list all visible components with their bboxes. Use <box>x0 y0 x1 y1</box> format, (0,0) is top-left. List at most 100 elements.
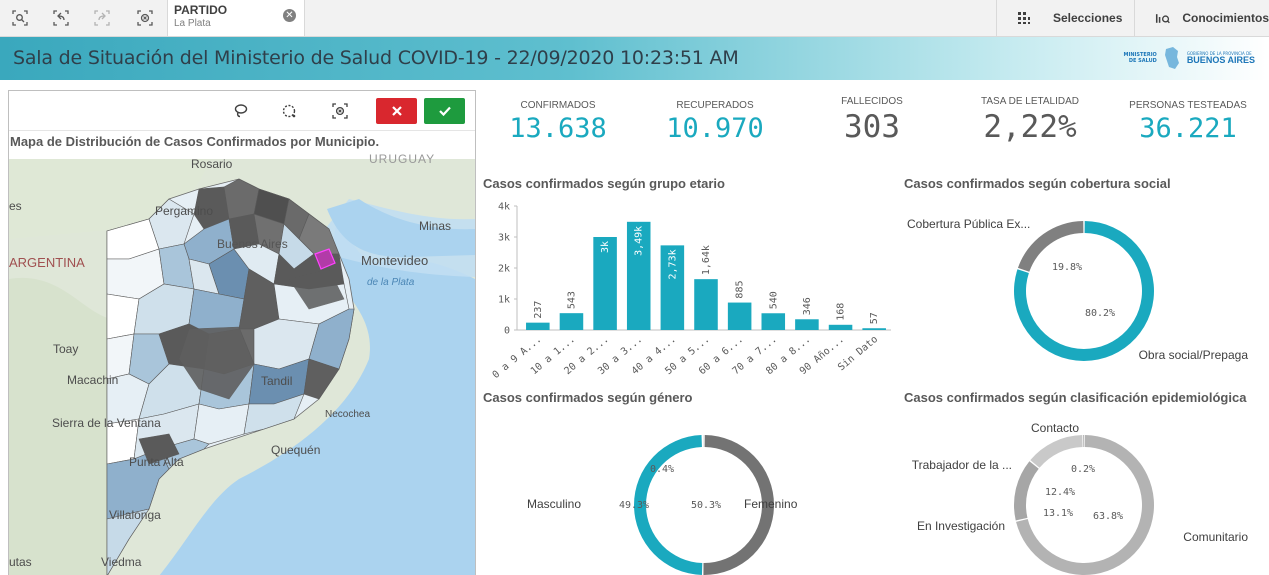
bar[interactable] <box>593 237 617 330</box>
cancel-selection-button[interactable] <box>376 98 417 124</box>
kpi-value: 10.970 <box>666 113 764 144</box>
conocimientos-button[interactable]: Conocimientos <box>1134 0 1269 36</box>
donut-value-label: 63.8% <box>1093 511 1123 522</box>
donut-category-label: Contacto <box>1031 421 1079 435</box>
donut-category-label: Obra social/Prepaga <box>1139 348 1249 362</box>
donut-category-label: Comunitario <box>1183 530 1248 544</box>
donut-value-label: 0.2% <box>1071 464 1095 475</box>
map-label: es <box>9 199 22 213</box>
gender-donut-chart[interactable]: Femenino Masculino 50.3% 49.3% 0.4% <box>483 410 895 575</box>
selecciones-button[interactable]: Selecciones <box>996 0 1134 36</box>
donut-value-label: 50.3% <box>691 500 721 511</box>
map-label: Punta Alta <box>129 455 184 469</box>
map-panel: Mapa de Distribución de Casos Confirmado… <box>8 90 476 575</box>
bar-data-label: 543 <box>566 291 577 309</box>
selecciones-label: Selecciones <box>1053 11 1123 25</box>
gender-chart-title: Casos confirmados según género <box>483 390 693 405</box>
donut-slice[interactable] <box>633 435 703 575</box>
donut-slice[interactable] <box>1014 461 1039 521</box>
bar[interactable] <box>828 324 853 330</box>
bar[interactable] <box>862 328 886 330</box>
map-label: ARGENTINA <box>9 255 85 270</box>
y-tick-label: 1k <box>498 295 510 306</box>
bar[interactable] <box>559 313 584 330</box>
map-label: URUGUAY <box>369 152 436 166</box>
donut-slice[interactable] <box>703 435 775 575</box>
selection-value: La Plata <box>174 18 211 29</box>
map-label: Tandil <box>261 374 293 388</box>
map-canvas <box>9 159 475 575</box>
insights-icon <box>1155 14 1170 24</box>
donut-value-label: 12.4% <box>1045 487 1075 498</box>
bar[interactable] <box>626 221 651 330</box>
circle-select-icon[interactable] <box>279 101 299 121</box>
kpi-label: PERSONAS TESTEADAS <box>1129 100 1247 111</box>
kpi-value: 2,22% <box>983 109 1077 145</box>
clear-selections-icon[interactable] <box>133 7 157 29</box>
map-title: Mapa de Distribución de Casos Confirmado… <box>10 134 380 149</box>
y-tick-label: 4k <box>498 202 510 213</box>
bar[interactable] <box>526 322 550 330</box>
map-label: Buenos Aires <box>217 237 288 251</box>
lasso-icon[interactable] <box>231 101 251 121</box>
bar[interactable] <box>727 302 752 330</box>
map-label: utas <box>9 555 32 569</box>
epi-chart-title: Casos confirmados según clasificación ep… <box>904 390 1247 405</box>
y-tick-label: 3k <box>498 233 510 244</box>
kpi-confirmados: CONFIRMADOS 13.638 <box>483 100 633 144</box>
bar[interactable] <box>795 319 819 330</box>
donut-value-label: 0.4% <box>650 464 674 475</box>
bar-data-label: 3k <box>600 241 611 253</box>
kpi-label: FALLECIDOS <box>841 96 903 107</box>
bar-data-label: 237 <box>533 301 544 319</box>
map-label: Toay <box>53 342 79 356</box>
selection-chip[interactable]: PARTIDO La Plata ✕ <box>167 0 305 36</box>
map-label: Necochea <box>325 409 371 420</box>
map-selection-toolbar <box>9 91 475 131</box>
donut-slice[interactable] <box>1030 435 1083 468</box>
donut-slice[interactable] <box>1017 221 1084 272</box>
donut-value-label: 13.1% <box>1043 508 1073 519</box>
bar[interactable] <box>761 313 786 330</box>
map-label: Rosario <box>191 157 233 171</box>
bar[interactable] <box>694 279 718 330</box>
y-tick-label: 2k <box>498 264 510 275</box>
bar-data-label: 3,49k <box>634 226 645 256</box>
step-back-icon[interactable] <box>49 7 73 29</box>
bar-data-label: 168 <box>836 303 847 321</box>
map-label: Montevideo <box>361 253 429 268</box>
province-map[interactable]: Rosario URUGUAY es Pergamino Buenos Aire… <box>9 152 475 575</box>
donut-value-label: 49.3% <box>619 500 649 511</box>
check-icon <box>438 106 451 117</box>
y-tick-label: 0 <box>504 326 510 337</box>
map-label: Quequén <box>271 443 321 457</box>
kpi-label: TASA DE LETALIDAD <box>981 96 1079 107</box>
age-chart-title: Casos confirmados según grupo etario <box>483 176 725 191</box>
bar-data-label: 540 <box>768 291 779 309</box>
conocimientos-label: Conocimientos <box>1182 11 1269 25</box>
top-toolbar: PARTIDO La Plata ✕ Selecciones Conocimie… <box>0 0 1269 37</box>
map-label: Macachin <box>67 373 119 387</box>
donut-category-label: Trabajador de la ... <box>912 458 1012 472</box>
kpi-value: 36.221 <box>1139 113 1237 144</box>
step-forward-icon[interactable] <box>90 7 114 29</box>
bar-data-label: 346 <box>802 297 813 315</box>
title-bar: Sala de Situación del Ministerio de Salu… <box>0 37 1269 80</box>
donut-category-label: En Investigación <box>917 519 1005 533</box>
bar-data-label: 1,64k <box>701 245 712 275</box>
smart-search-icon[interactable] <box>8 7 32 29</box>
donut-category-label: Masculino <box>527 497 581 511</box>
clear-map-selection-icon[interactable] <box>330 101 350 121</box>
confirm-selection-button[interactable] <box>424 98 465 124</box>
kpi-value: 303 <box>844 109 900 145</box>
coverage-chart-title: Casos confirmados según cobertura social <box>904 176 1171 191</box>
close-icon[interactable]: ✕ <box>283 9 296 22</box>
epi-donut-chart[interactable]: Comunitario En Investigación Trabajador de… <box>900 410 1269 575</box>
map-label: Pergamino <box>155 204 214 218</box>
selections-icon <box>1018 12 1030 24</box>
map-label: Sierra de la Ventana <box>52 416 161 430</box>
coverage-donut-chart[interactable]: Obra social/Prepaga Cobertura Pública Ex.… <box>900 196 1269 376</box>
donut-slice[interactable] <box>1083 435 1084 448</box>
bar[interactable] <box>660 245 685 330</box>
